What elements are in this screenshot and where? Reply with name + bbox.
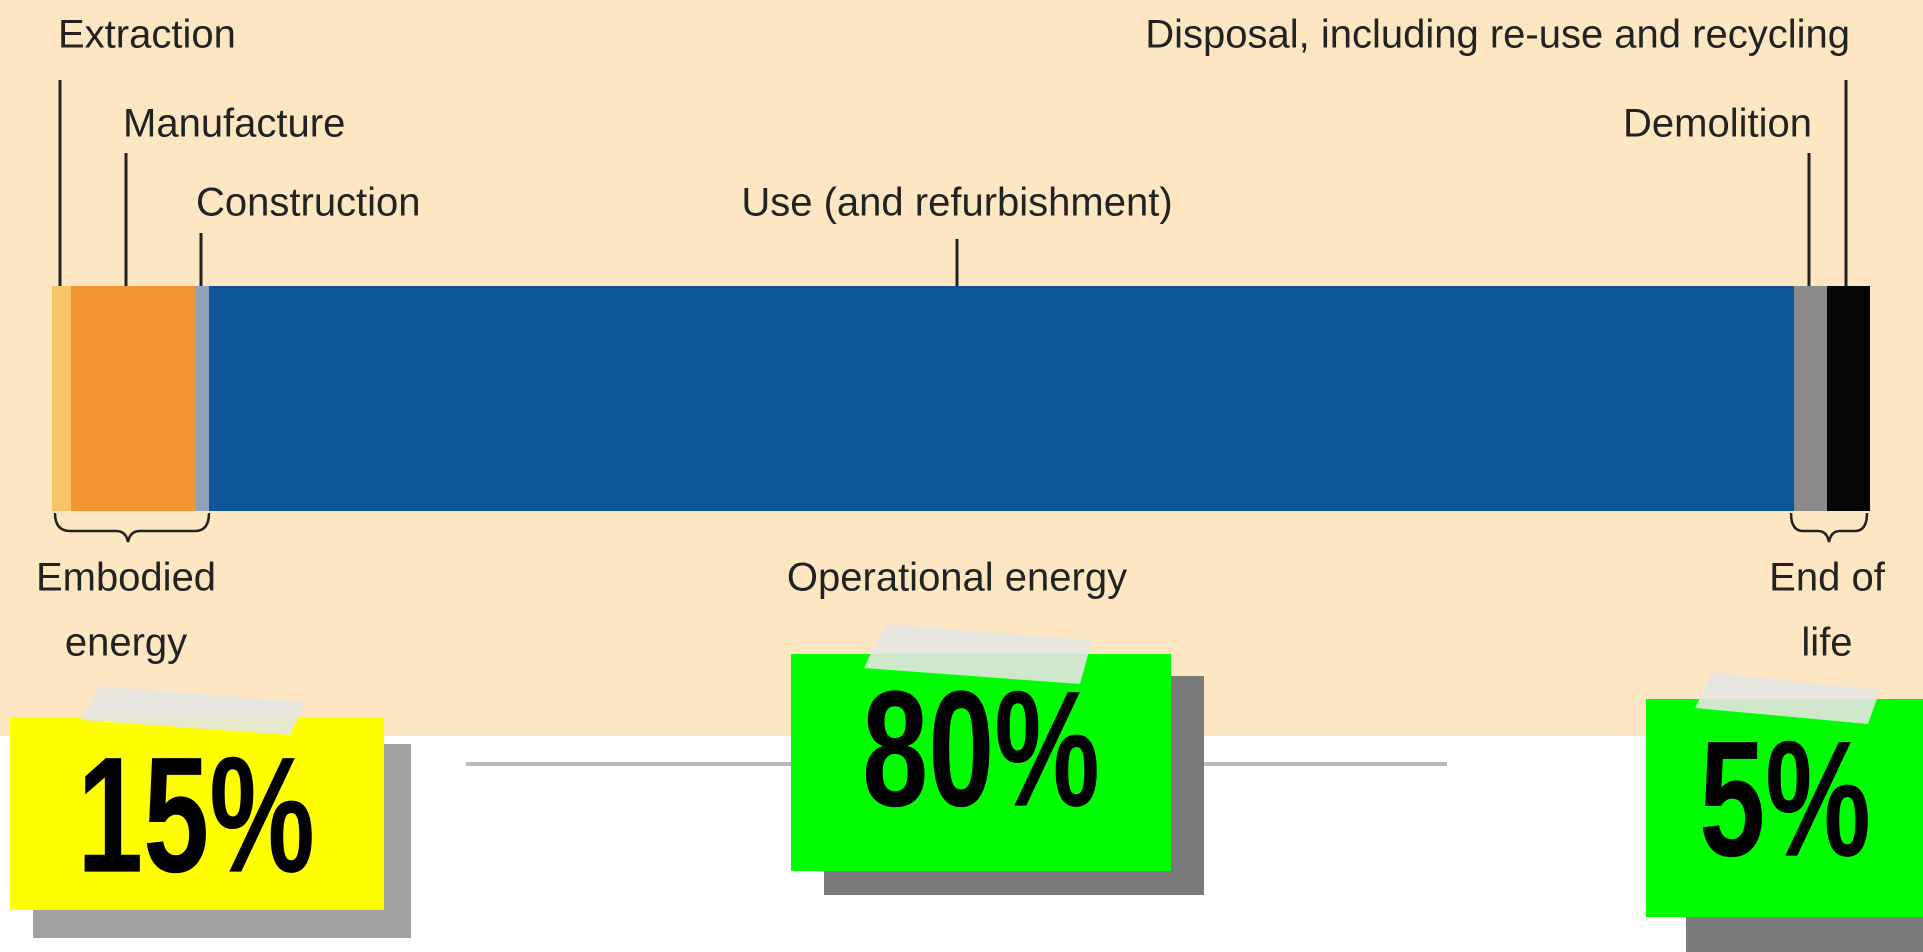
use-segment [209, 286, 1794, 511]
stage-label: Construction [196, 181, 421, 225]
disposal-segment [1827, 286, 1870, 511]
tape [1695, 672, 1880, 724]
stage-label: Demolition [1623, 102, 1812, 146]
brace [1789, 512, 1869, 543]
stage-label: Disposal, including re-use and recycling [1145, 13, 1850, 57]
manufacture-segment [71, 286, 196, 511]
extraction-segment [52, 286, 71, 511]
group-label: life [1801, 621, 1852, 665]
group-label: Operational energy [787, 556, 1127, 600]
note [1646, 699, 1923, 917]
demolition-segment [1794, 286, 1827, 511]
group-label: energy [65, 621, 187, 665]
group-label: Embodied [36, 556, 216, 600]
brace [53, 512, 211, 543]
share-label: 5% [1699, 708, 1871, 892]
stage-label: Manufacture [123, 102, 345, 146]
share-label: 80% [862, 658, 1100, 842]
note [10, 717, 384, 910]
stage-label: Use (and refurbishment) [741, 181, 1172, 225]
share-label: 15% [77, 724, 315, 908]
tape [80, 686, 305, 735]
tape [864, 624, 1092, 684]
note [791, 654, 1171, 871]
group-label: End of [1769, 556, 1886, 600]
stage-label: Extraction [58, 13, 236, 57]
construction-segment [196, 286, 209, 511]
